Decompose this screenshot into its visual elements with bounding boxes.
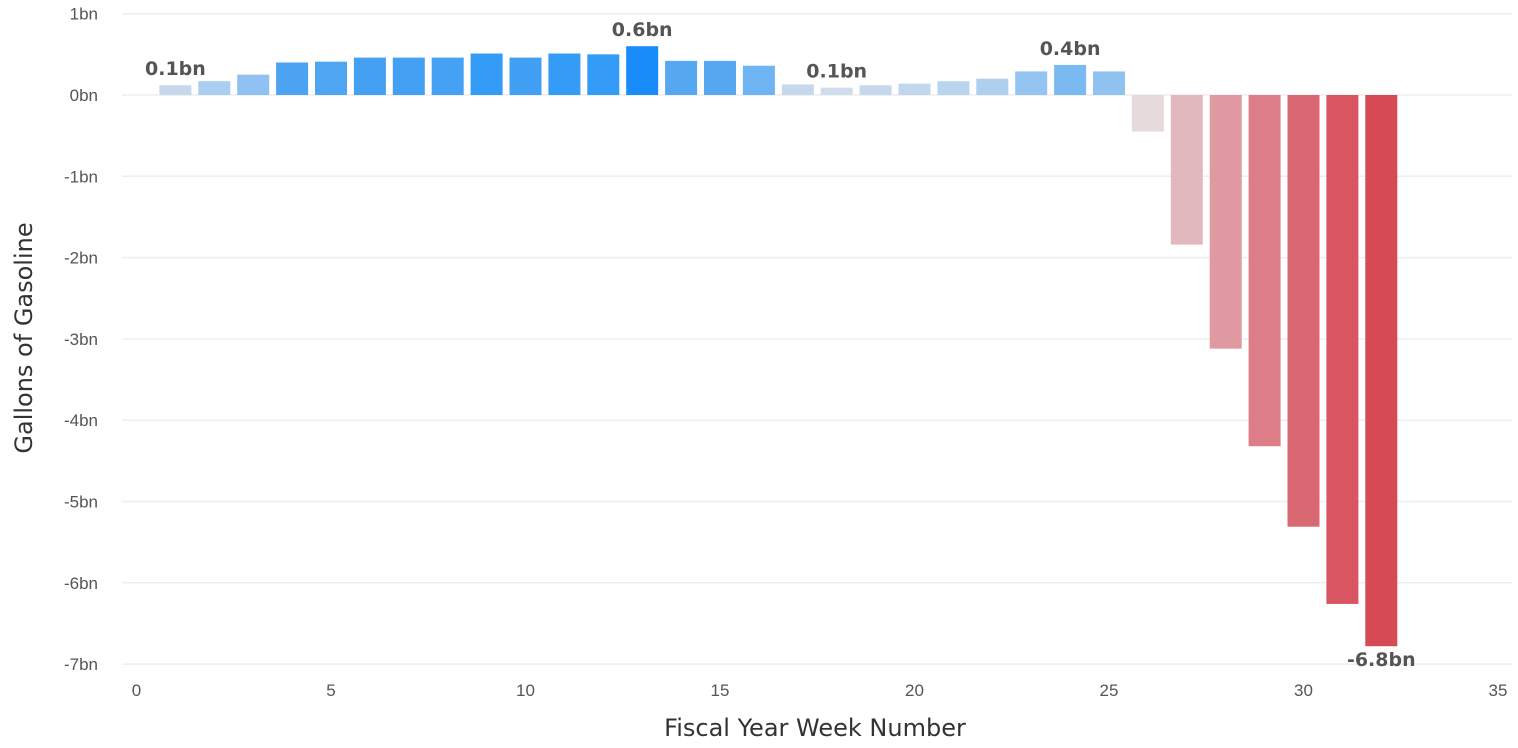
- bar: [431, 57, 464, 95]
- bar: [742, 65, 775, 95]
- bar: [1287, 95, 1320, 527]
- y-tick-label: -2bn: [64, 249, 98, 268]
- bar: [198, 81, 231, 95]
- bar: [1170, 95, 1203, 245]
- data-label: 0.4bn: [1040, 38, 1101, 60]
- bar: [626, 46, 659, 95]
- bar: [820, 87, 853, 95]
- x-tick-label: 35: [1489, 681, 1508, 700]
- y-tick-label: -1bn: [64, 167, 98, 186]
- data-label: 0.1bn: [806, 61, 867, 83]
- bar: [353, 57, 386, 95]
- x-tick-label: 30: [1294, 681, 1313, 700]
- bar: [392, 57, 425, 95]
- x-tick-label: 5: [326, 681, 335, 700]
- bars: [159, 46, 1398, 647]
- bar: [937, 81, 970, 95]
- y-tick-label: 1bn: [70, 5, 98, 24]
- bar: [1365, 95, 1398, 647]
- x-tick-label: 20: [905, 681, 924, 700]
- y-tick-label: -5bn: [64, 493, 98, 512]
- data-label: 0.6bn: [612, 19, 673, 41]
- bar: [237, 74, 270, 95]
- bar: [1015, 71, 1048, 95]
- bar: [1209, 95, 1242, 349]
- bar: [159, 85, 192, 95]
- bar: [509, 57, 542, 95]
- bar: [976, 78, 1009, 95]
- bar: [548, 53, 581, 95]
- y-tick-label: -6bn: [64, 574, 98, 593]
- bar: [315, 61, 347, 95]
- x-tick-label: 10: [516, 681, 535, 700]
- bar: [1326, 95, 1359, 604]
- x-tick-label: 25: [1100, 681, 1119, 700]
- bar: [665, 60, 698, 95]
- bar: [587, 54, 620, 95]
- y-axis-ticks: 1bn 0bn -1bn -2bn -3bn -4bn -5bn -6bn -7bn: [64, 5, 98, 674]
- bar: [1131, 95, 1164, 132]
- bar: [1054, 64, 1087, 95]
- data-label: -6.8bn: [1347, 649, 1416, 671]
- x-axis-ticks: 0 5 10 15 20 25 30 35: [132, 681, 1508, 700]
- bar: [1093, 71, 1125, 95]
- bar: [898, 83, 931, 95]
- y-tick-label: -3bn: [64, 330, 98, 349]
- y-tick-label: -4bn: [64, 411, 98, 430]
- y-tick-label: 0bn: [70, 86, 98, 105]
- bar: [276, 62, 309, 95]
- x-tick-label: 15: [711, 681, 730, 700]
- y-axis-title: Gallons of Gasoline: [10, 222, 38, 453]
- bar: [781, 84, 814, 95]
- data-label: 0.1bn: [145, 58, 206, 80]
- bar: [859, 85, 892, 95]
- bar: [704, 60, 736, 95]
- x-tick-label: 0: [132, 681, 141, 700]
- gridlines: [122, 12, 1512, 665]
- bar: [1248, 95, 1281, 447]
- data-labels: 0.1bn 0.6bn 0.1bn 0.4bn -6.8bn: [145, 19, 1416, 671]
- y-tick-label: -7bn: [64, 655, 98, 674]
- bar: [470, 53, 503, 95]
- x-axis-title: Fiscal Year Week Number: [664, 714, 966, 742]
